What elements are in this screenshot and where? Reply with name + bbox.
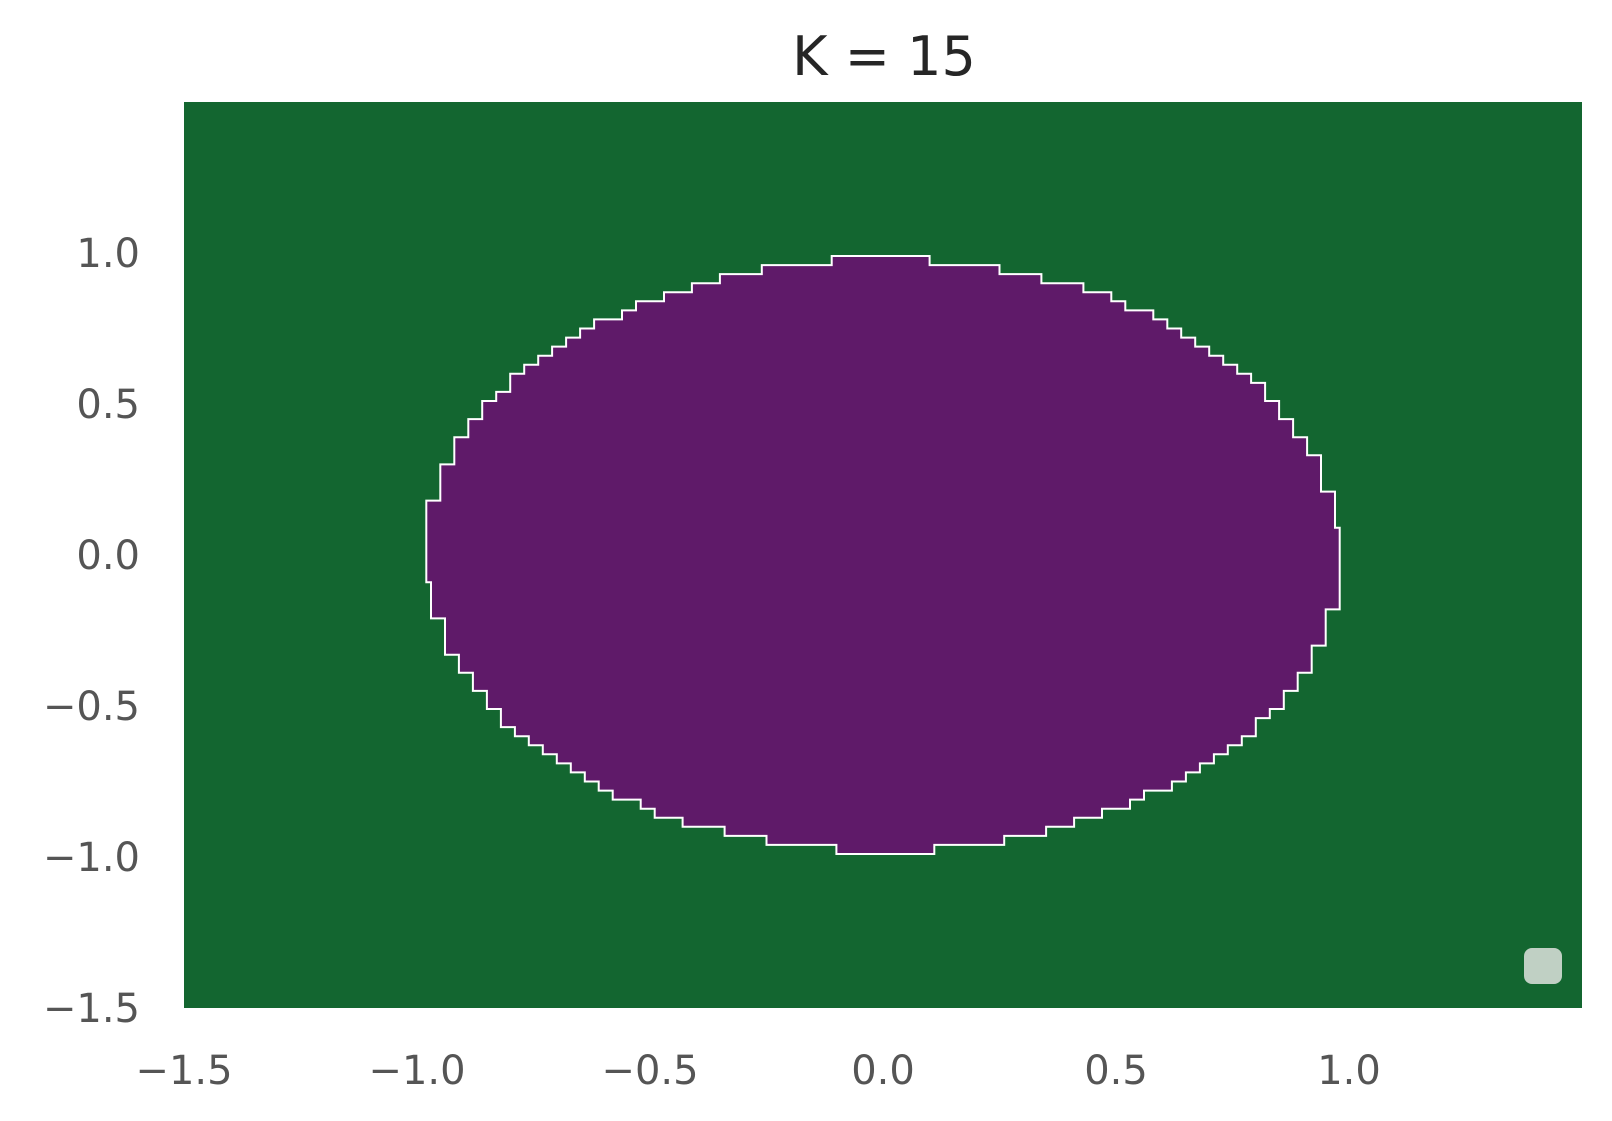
- y-tick-label: 0.5: [76, 382, 140, 428]
- x-tick-label: −0.5: [601, 1048, 698, 1094]
- y-tick-label: −0.5: [43, 684, 140, 730]
- y-tick-label: 0.0: [76, 533, 140, 579]
- y-axis-ticks: −1.5 −1.0 −0.5 0.0 0.5 1.0: [43, 231, 140, 1032]
- y-tick-label: −1.0: [43, 835, 140, 881]
- y-tick-label: −1.5: [43, 986, 140, 1032]
- y-tick-label: 1.0: [76, 231, 140, 277]
- legend-box: [1524, 948, 1562, 984]
- chart-title: K = 15: [792, 25, 976, 88]
- x-axis-ticks: −1.5 −1.0 −0.5 0.0 0.5 1.0: [135, 1048, 1380, 1094]
- x-tick-label: −1.5: [135, 1048, 232, 1094]
- x-tick-label: 0.0: [851, 1048, 915, 1094]
- plot-area: [184, 102, 1582, 1008]
- x-tick-label: −1.0: [368, 1048, 465, 1094]
- x-tick-label: 0.5: [1084, 1048, 1148, 1094]
- region-inner: [425, 255, 1341, 855]
- x-tick-label: 1.0: [1317, 1048, 1381, 1094]
